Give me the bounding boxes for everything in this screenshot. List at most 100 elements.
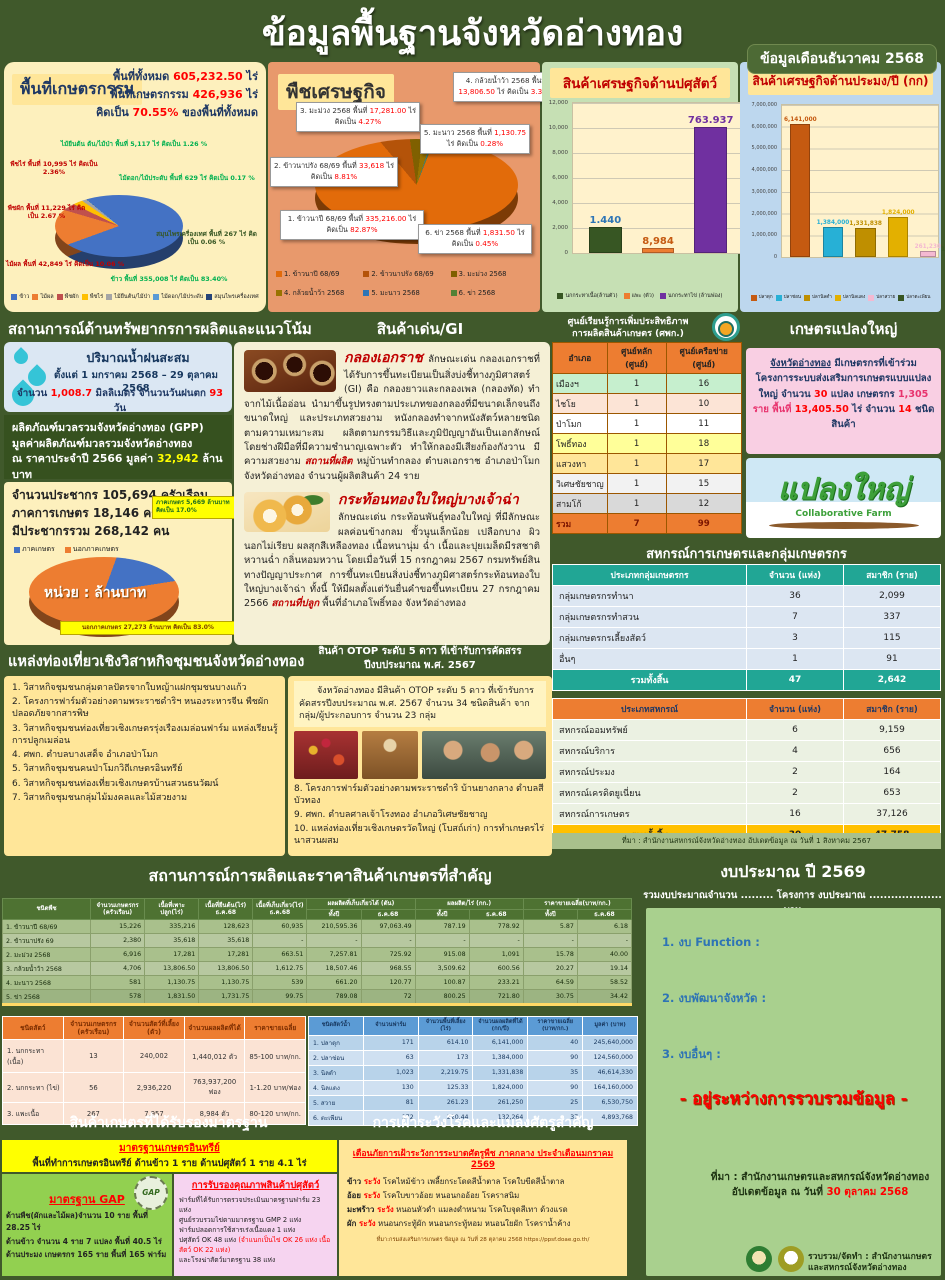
fishery-y-axis: 0 1,000,000 2,000,000 3,000,000 4,000,000 5,0… [740,102,779,260]
text-part: ฟาร์มที่ได้รับการตรวจประเมินมาตรฐานฟาร์ม… [179,1196,321,1215]
pie-callout: สมุนไพรเครื่องเทศ พื้นที่ 267 ไร่ คิดเป็… [154,230,259,247]
table-cell: 6,916 [90,947,146,962]
legend-swatch [450,289,457,296]
text-part: มีเกษตรกรที่เข้าร่วมโครงการระบบส่งเสริมก… [755,358,932,400]
bar [790,123,811,257]
sapok-table: อำเภอ ศูนย์หลัก (ศูนย์) ศูนย์เครือข่าย (… [552,342,743,534]
bar-value-label: 1.440 [589,214,622,226]
legend-swatch [450,270,457,277]
column-header: ชนิดพืช [1,898,92,920]
bar [641,248,675,253]
text-part: ไร่ [242,70,258,83]
bar-group: 132,264 [941,105,945,257]
legend-swatch [81,294,88,300]
table-cell: 13,806.50 [144,961,200,976]
text-part: ไร่ คิดเป็น [326,214,417,234]
table-cell: 4. มะนาว 2568 [1,975,92,990]
table-cell: 614.10 [417,1034,474,1051]
rainfall-title: ปริมาณน้ำฝนสะสม [86,350,190,365]
text-part: ไร่ จำนวน [848,404,899,416]
table-row: 4. มะนาว 2568 581 1,130.75 1,130.75 539 661.2… [1,975,633,990]
text-part: 2. ข้าวนาปรัง 68/69 [274,161,341,170]
legend-label: ปลาสวาย [876,295,896,300]
table-row: ป่าโมก 1 11 [552,413,743,434]
farmer-groups-table: ประเภทกลุ่มเกษตรกร จำนวน (แห่ง) สมาชิก (… [552,564,941,691]
department-logo-icon [778,1246,804,1272]
table-cell: 915.08 [414,947,470,962]
table-row: กลุ่มเกษตรกรทำสวน 7 337 [552,606,941,628]
legend-swatch [868,294,875,301]
text-part: กระท้อนทองใบใหญ่บางเจ้าฉ่า [338,492,519,509]
table-row: รวมทั้งสิ้น 47 2,642 [552,669,941,691]
table-cell: สหกรณ์การเกษตร [552,803,747,825]
table-cell: 7 [746,606,844,628]
agri-farm-line: พื้นที่เกษตรกรรม 426,936 ไร่ [83,88,258,101]
legend-label: 1. ข้าวนาปี 68/69 [284,270,340,278]
bar-group: 6,141,000 [784,105,817,257]
livestock-chart-panel: สินค้าเศรษฐกิจด้านปศุสัตว์ 0 2,000 4,000 6,… [542,62,744,312]
sapok-title-line2: การผลิตสินค้าเกษตร (ศพก.) [572,329,684,340]
bar-value-label: 261,230 [914,244,941,251]
text-part: 33,618 [359,161,385,170]
gi-santol-paragraph: กระท้อนทองใบใหญ่บางเจ้าฉ่า ลักษณะเด่น กร… [244,490,540,612]
text-part: พื้นที่ [475,128,495,137]
legend-label: ปลาดุก [758,295,773,300]
legend-item: ข้าว [11,293,29,301]
table-row: 6. ตะเพียน 172 220.44 132,264 37 4,893,768 [308,1109,638,1126]
text-part: ระวัง [359,1219,376,1229]
text-part: 93 [209,388,223,399]
bigfarm-section-header: เกษตรแปลงใหญ่ [789,320,898,338]
legend-swatch [659,293,666,299]
table-cell: 267 [62,1102,125,1126]
table-row: สหกรณ์เครดิตยูเนี่ยน 2 653 [552,782,941,804]
list-item: 8. โครงการฟาร์มตัวอย่างตามพระราชดำริ บ้า… [294,783,544,806]
production-section-header: สถานการณ์การผลิตและราคาสินค้าเกษตรที่สำค… [148,866,492,885]
y-axis-tick: 8,000 [552,150,568,156]
legend-item: 3. มะม่วง 2568 [450,268,536,279]
otop-section-header: สินค้า OTOP ระดับ 5 ดาว ที่เข้ารับการคัด… [288,645,552,672]
table-cell: 97,063.49 [360,919,416,934]
cert-line: ปศุสัตว์ OK 48 แห่ง (จำแนกเป็นไข่ OK 26 … [179,1235,332,1255]
legend-label: นอกภาคเกษตร [72,545,119,553]
rainfall-amount: จำนวน 1,008.7 มิลลิเมตร จำนวนวันฝนตก 93 … [10,386,230,416]
table-cell: 1,091 [468,947,524,962]
legend-item: ปลาสวาย [868,294,895,301]
bigfarm-logo: แปลงใหญ่ Collaborative Farm [746,458,941,538]
table-cell: 36 [746,585,844,607]
legend-label: พืชผัก [64,294,79,300]
legend-item: 2. ข้าวนาปรัง 68/69 [363,268,448,279]
table-cell: 1-1.20 บาท/ฟอง [244,1072,306,1104]
table-cell: 40.00 [576,947,633,962]
column-header: เนื้อที่เพาะปลูก(ไร่) [144,898,200,920]
budget-item-2: 2. งบพัฒนาจังหวัด : [662,991,767,1005]
text-part: ฟาร์มปลอดการใช้สารเร่งเนื้อแดง 1 แห่ง [179,1226,296,1235]
legend-label: สมุนไพรเครื่องเทศ [214,294,259,300]
table-cell: 173 [417,1049,474,1066]
y-axis-tick: 4,000 [552,200,568,206]
list-item: 7. วิสาหกิจชุมชนกลุ่มไม้มงคลและไม้สวยงาม [12,793,188,803]
table-cell: 3 [746,627,844,649]
bar-value-label: 1,331,838 [849,221,882,228]
legend-label: ปลานิลดำ [811,295,832,300]
table-cell: 7,257.81 [306,947,362,962]
table-cell: - [576,933,633,948]
pie-callout: พืชไร่ พื้นที่ 10,995 ไร่ คิดเป็น 2.36% [4,160,104,177]
text-part: ไร่ คิดเป็น [495,86,531,96]
table-cell: กลุ่มเกษตรกรทำนา [552,585,747,607]
legend-swatch [276,289,282,296]
text-part: 605,232.50 [173,70,243,83]
fishery-bar-chart: 6,141,000 1,384,000 1,331,838 1,824,000 261,… [781,104,945,258]
bar-value-label: 132,264 [940,247,945,254]
livestock-production-table: ชนิดสัตว์ จำนวนเกษตรกร (ครัวเรือน) จำนวน… [2,1015,306,1126]
text-part: หมู่บ้านทำกลอง ตำบลเอกราช อำเภอป่าโมก จั… [244,456,540,482]
table-cell: 800.25 [414,989,470,1005]
legend-swatch [56,294,63,300]
text-part: แปลง เกษตรกร [827,388,898,400]
legend-swatch [106,294,113,300]
budget-panel: 1. งบ Function : 2. งบพัฒนาจังหวัด : 3. … [646,908,941,1276]
cert-line: และโรงฆ่าสัตว์มาตรฐาน 38 แห่ง [179,1255,332,1265]
table-row: 4. นิลแดง 130 125.33 1,824,000 90 164,160,000 [308,1079,638,1096]
y-axis-tick: 10,000 [548,125,568,131]
list-item: ด้านพืช(ผักและไม้ผล)จำนวน 10 ราย พื้นที่… [6,1211,148,1232]
